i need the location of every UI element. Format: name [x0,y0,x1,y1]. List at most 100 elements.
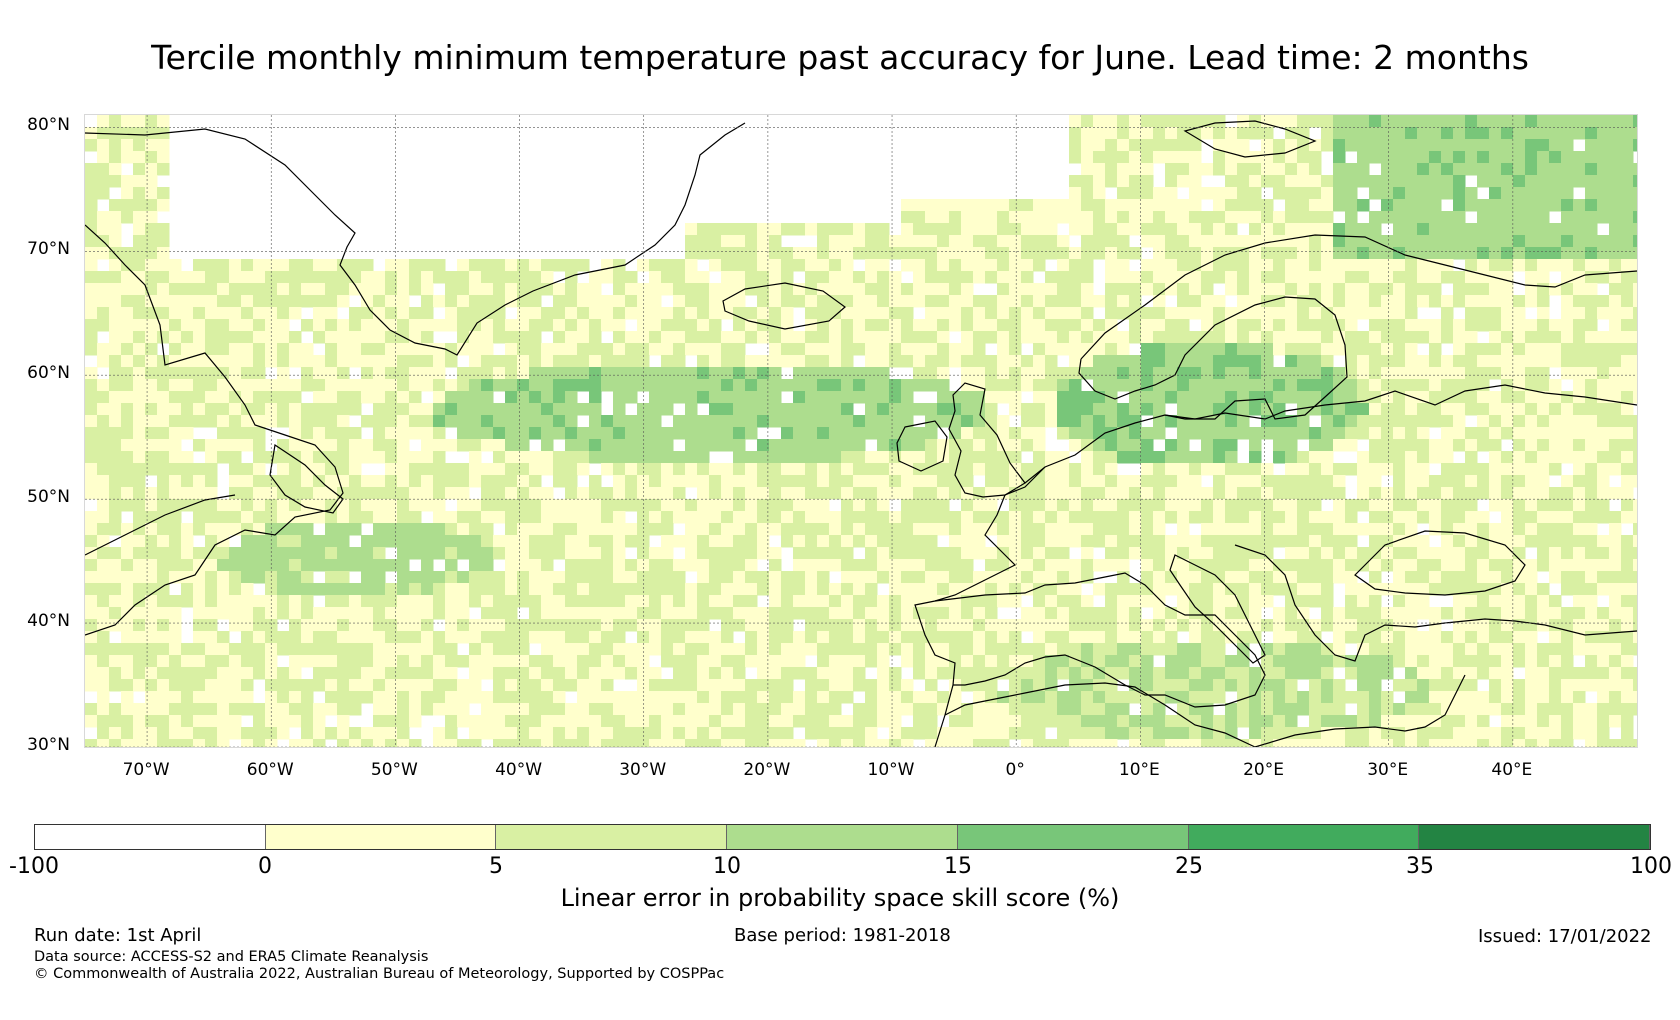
skill-cell [1429,151,1442,164]
skill-cell [1525,391,1538,404]
skill-cell [1021,463,1034,476]
skill-cell [709,511,722,524]
skill-cell [205,403,218,416]
skill-cell [1621,547,1634,560]
skill-cell [733,235,746,248]
skill-cell [1165,655,1178,668]
skill-cell [1165,247,1178,260]
skill-cell [1261,499,1274,512]
skill-cell [649,391,662,404]
skill-cell [997,379,1010,392]
skill-cell [1249,379,1262,392]
skill-cell [889,475,902,488]
skill-cell [829,367,842,380]
skill-cell [1393,211,1406,224]
skill-cell [121,283,134,296]
skill-cell [1381,319,1394,332]
skill-cell [1441,547,1454,560]
map-area [84,114,1638,748]
skill-cell [1141,571,1154,584]
skill-cell [709,223,722,236]
skill-cell [1429,415,1442,428]
skill-cell [1093,487,1106,500]
skill-cell [1033,199,1046,212]
skill-cell [517,379,530,392]
skill-cell [649,295,662,308]
skill-cell [385,619,398,632]
skill-cell [313,355,326,368]
skill-cell [1033,427,1046,440]
skill-cell [1081,235,1094,248]
skill-cell [1609,163,1622,176]
skill-cell [1237,295,1250,308]
skill-cell [1393,223,1406,236]
skill-cell [1249,199,1262,212]
skill-cell [1465,511,1478,524]
skill-cell [685,607,698,620]
skill-cell [1009,331,1022,344]
skill-cell [1129,163,1142,176]
skill-cell [637,319,650,332]
skill-cell [1345,559,1358,572]
skill-cell [1429,631,1442,644]
skill-cell [673,655,686,668]
skill-cell [1345,607,1358,620]
skill-cell [349,679,362,692]
skill-cell [1045,403,1058,416]
skill-cell [445,463,458,476]
skill-cell [1189,247,1202,260]
skill-cell [1237,151,1250,164]
skill-cell [205,535,218,548]
skill-cell [1069,463,1082,476]
skill-cell [1153,343,1166,356]
skill-cell [457,655,470,668]
skill-cell [577,331,590,344]
skill-cell [1585,619,1598,632]
skill-cell [217,379,230,392]
skill-cell [1345,379,1358,392]
skill-cell [577,559,590,572]
skill-cell [925,235,938,248]
skill-cell [1249,631,1262,644]
skill-cell [1105,535,1118,548]
skill-cell [469,331,482,344]
skill-cell [325,451,338,464]
skill-cell [757,271,770,284]
skill-cell [625,667,638,680]
skill-cell [361,655,374,668]
skill-cell [757,331,770,344]
skill-cell [1309,223,1322,236]
skill-cell [301,487,314,500]
skill-cell [313,391,326,404]
skill-cell [361,319,374,332]
skill-cell [1105,523,1118,536]
skill-cell [1537,499,1550,512]
skill-cell [1489,439,1502,452]
skill-cell [913,523,926,536]
skill-cell [1297,619,1310,632]
skill-cell [913,283,926,296]
skill-cell [757,667,770,680]
skill-cell [1441,643,1454,656]
skill-cell [709,655,722,668]
skill-cell [1561,223,1574,236]
skill-cell [1261,475,1274,488]
skill-cell [433,427,446,440]
skill-cell [1237,319,1250,332]
skill-cell [1597,139,1610,152]
skill-cell [157,247,170,260]
skill-cell [529,259,542,272]
skill-cell [433,403,446,416]
skill-cell [1453,247,1466,260]
skill-cell [1465,595,1478,608]
skill-cell [853,427,866,440]
skill-cell [373,283,386,296]
skill-cell [1441,235,1454,248]
skill-cell [925,403,938,416]
skill-cell [901,631,914,644]
skill-cell [709,367,722,380]
skill-cell [853,535,866,548]
skill-cell [1429,451,1442,464]
skill-cell [193,391,206,404]
skill-cell [1609,175,1622,188]
